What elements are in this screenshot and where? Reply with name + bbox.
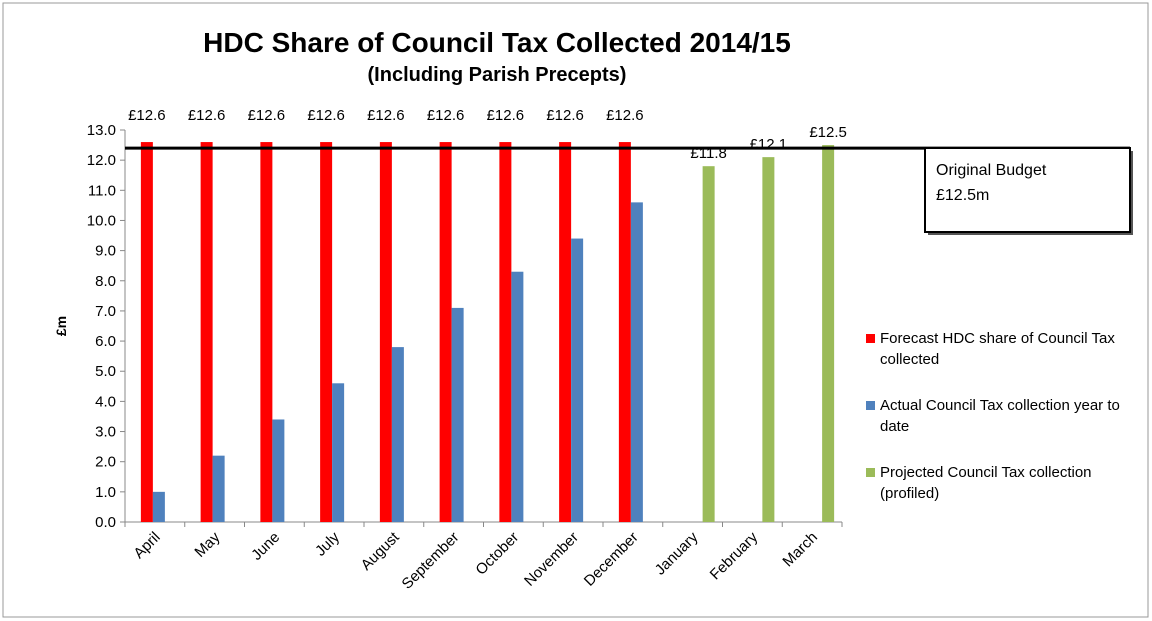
y-tick-label: 5.0: [95, 363, 116, 380]
legend-item: Projected Council Tax collection (profil…: [866, 462, 1146, 504]
bar: [272, 419, 285, 522]
bar: [260, 142, 273, 523]
y-tick-label: 0.0: [95, 514, 116, 531]
legend-item: Forecast HDC share of Council Tax collec…: [866, 328, 1146, 370]
bar: [379, 142, 392, 523]
data-label: £12.5: [809, 124, 847, 141]
y-tick-label: 13.0: [87, 122, 116, 139]
y-axis-label: £m: [53, 316, 69, 336]
y-tick-label: 6.0: [95, 333, 116, 350]
bar: [630, 202, 643, 522]
bar: [439, 142, 452, 523]
y-tick-label: 11.0: [88, 182, 116, 199]
annotation-text: Original Budget: [936, 162, 1047, 179]
data-label: £12.6: [487, 107, 525, 124]
y-tick-label: 3.0: [95, 424, 116, 441]
bar: [571, 238, 584, 523]
y-tick-label: 10.0: [87, 212, 116, 229]
y-tick-label: 9.0: [95, 243, 116, 260]
data-label: £12.6: [188, 107, 226, 124]
y-tick-label: 12.0: [87, 152, 116, 169]
legend-label: Forecast HDC share of Council Tax collec…: [880, 330, 1115, 368]
y-tick-label: 1.0: [95, 484, 116, 501]
data-label: £12.6: [307, 107, 345, 124]
bar: [140, 142, 153, 523]
data-label: £12.6: [546, 107, 584, 124]
data-label: £12.6: [248, 107, 286, 124]
data-label: £12.6: [367, 107, 405, 124]
bar: [702, 166, 715, 522]
bar: [320, 142, 333, 523]
bar: [499, 142, 512, 523]
bar: [451, 307, 464, 522]
data-label: £12.6: [606, 107, 644, 124]
bar: [762, 157, 775, 522]
legend-swatch: [866, 334, 875, 343]
y-tick-label: 2.0: [95, 454, 116, 471]
legend-label: Projected Council Tax collection (profil…: [880, 464, 1092, 502]
bar: [200, 142, 213, 523]
legend-swatch: [866, 401, 875, 410]
chart-title: HDC Share of Council Tax Collected 2014/…: [203, 27, 791, 58]
bar: [822, 145, 835, 523]
legend-item: Actual Council Tax collection year to da…: [866, 395, 1146, 437]
legend-swatch: [866, 468, 875, 477]
bar: [559, 142, 572, 523]
bar: [618, 142, 631, 523]
annotation-box: [924, 147, 1131, 233]
bar: [391, 347, 404, 522]
bar: [212, 455, 225, 522]
data-label: £12.1: [750, 136, 788, 153]
data-label: £12.6: [128, 107, 166, 124]
y-tick-label: 8.0: [95, 273, 116, 290]
bar: [511, 271, 524, 522]
chart-subtitle: (Including Parish Precepts): [368, 64, 627, 86]
annotation-text: £12.5m: [936, 187, 989, 204]
y-tick-label: 7.0: [95, 303, 116, 320]
bar: [152, 491, 165, 522]
bar: [332, 383, 345, 522]
legend-label: Actual Council Tax collection year to da…: [880, 397, 1120, 435]
data-label: £12.6: [427, 107, 465, 124]
y-tick-label: 4.0: [95, 393, 116, 410]
